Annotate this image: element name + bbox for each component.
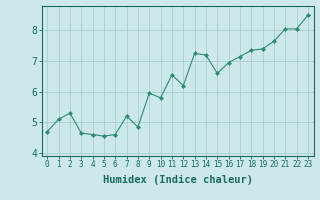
X-axis label: Humidex (Indice chaleur): Humidex (Indice chaleur)	[103, 175, 252, 185]
